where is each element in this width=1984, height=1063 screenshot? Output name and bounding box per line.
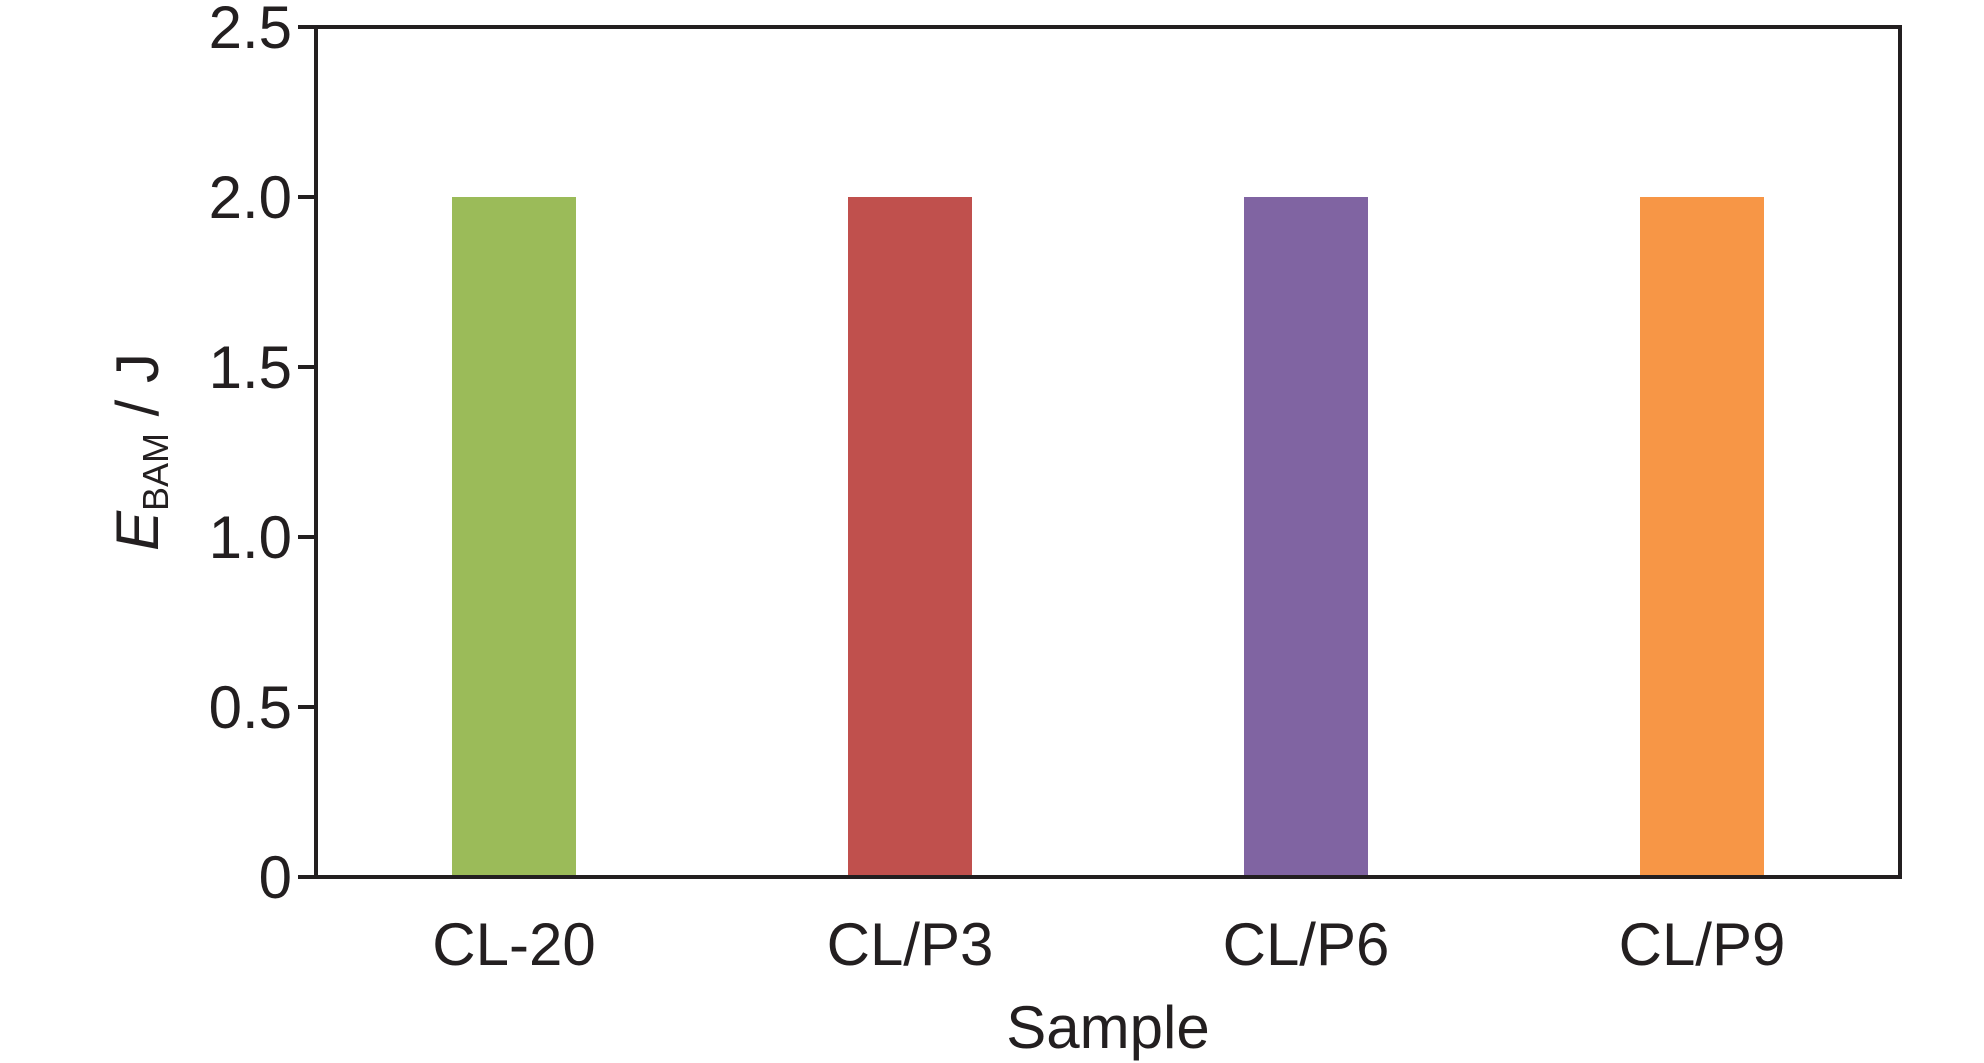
- y-tick-label: 1.5: [209, 334, 292, 401]
- y-tick-label: 2.5: [209, 0, 292, 61]
- y-tick-label: 0.5: [209, 674, 292, 741]
- y-tick-label: 0: [259, 844, 292, 911]
- bar-cl-20: [452, 197, 576, 877]
- y-axis-symbol: E: [104, 510, 171, 551]
- x-tick-label: CL/P6: [1223, 911, 1390, 978]
- y-axis-title: EBAM / J: [104, 353, 176, 551]
- bar-cl-p3: [848, 197, 972, 877]
- x-tick-label: CL/P3: [827, 911, 994, 978]
- x-axis-title: Sample: [1006, 994, 1209, 1061]
- x-tick-label: CL-20: [432, 911, 595, 978]
- x-axis-tick-labels: CL-20 CL/P3 CL/P6 CL/P9: [432, 911, 1785, 978]
- y-axis-ticks: 0 0.5 1.0 1.5 2.0 2.5: [209, 0, 316, 911]
- bar-cl-p9: [1640, 197, 1764, 877]
- y-tick-label: 2.0: [209, 164, 292, 231]
- bar-cl-p6: [1244, 197, 1368, 877]
- bars: [452, 197, 1764, 877]
- x-tick-label: CL/P9: [1619, 911, 1786, 978]
- plot-frame: [314, 25, 1902, 879]
- y-axis-unit: / J: [104, 353, 171, 433]
- y-tick-label: 1.0: [209, 504, 292, 571]
- y-axis-subscript: BAM: [135, 433, 176, 511]
